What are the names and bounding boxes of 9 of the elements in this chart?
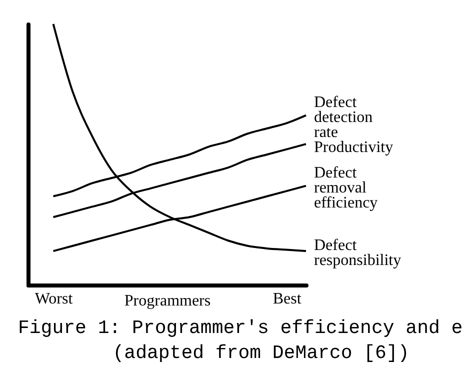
series-label: Productivity (314, 138, 394, 156)
series-label: Defect detection rate (314, 94, 373, 141)
series-label: Defect responsibility (314, 237, 402, 270)
x-axis-title: Programmers (124, 292, 211, 310)
caption: Figure 1: Programmer's efficiency and e (18, 317, 463, 339)
series-label: Defect removal efficiency (314, 164, 378, 212)
x-tick-label: Best (272, 290, 302, 308)
text: (adapted from DeMarco [6]) (112, 342, 410, 364)
x-tick-label: Worst (34, 290, 74, 308)
